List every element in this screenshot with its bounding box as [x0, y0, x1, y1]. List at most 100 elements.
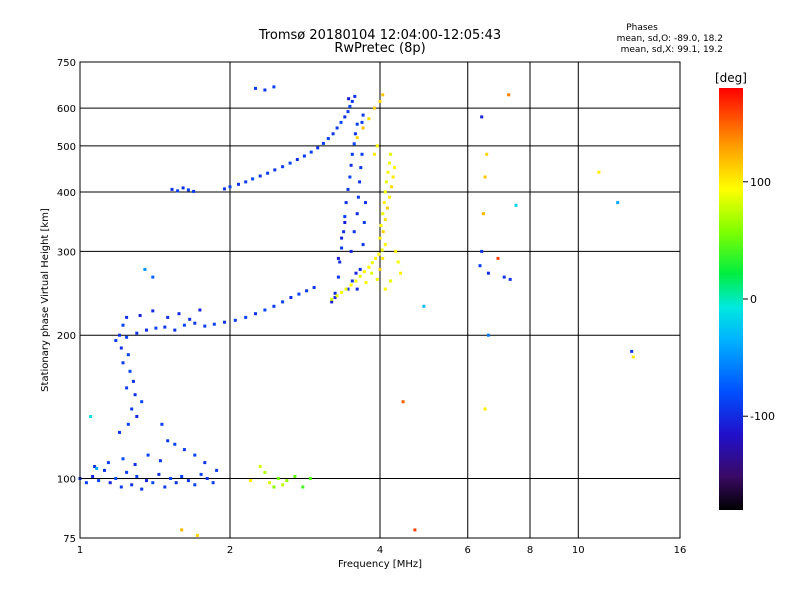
- data-point: [379, 224, 383, 227]
- data-point: [103, 468, 106, 472]
- data-point: [353, 94, 357, 98]
- colorbar-tick-label: -100: [750, 410, 775, 423]
- data-point: [130, 483, 134, 487]
- x-axis-label: Frequency [MHz]: [338, 559, 422, 570]
- data-point: [383, 287, 387, 291]
- data-point: [362, 270, 366, 274]
- data-point: [254, 86, 257, 90]
- data-point: [389, 152, 393, 156]
- data-point: [346, 110, 350, 114]
- data-point: [154, 326, 158, 330]
- data-point: [89, 415, 93, 418]
- data-point: [170, 187, 174, 191]
- data-point: [176, 189, 180, 193]
- data-point: [381, 230, 385, 234]
- data-point: [359, 166, 363, 170]
- data-point: [481, 212, 485, 216]
- data-point: [119, 346, 123, 350]
- data-point: [373, 152, 376, 156]
- data-point: [125, 386, 129, 390]
- data-point: [335, 126, 339, 130]
- data-point: [258, 465, 262, 468]
- data-point: [343, 115, 347, 119]
- colorbar: [719, 88, 743, 510]
- data-point: [394, 249, 398, 253]
- data-point: [125, 470, 129, 474]
- data-point: [180, 528, 184, 532]
- data-point: [151, 481, 155, 485]
- data-point: [203, 324, 207, 328]
- data-point: [361, 243, 365, 247]
- data-point: [205, 477, 209, 480]
- data-point: [355, 122, 359, 126]
- data-point: [140, 487, 144, 491]
- data-point: [355, 287, 359, 291]
- data-point: [251, 177, 255, 181]
- data-point: [157, 472, 161, 476]
- data-point: [346, 287, 350, 291]
- data-point: [272, 85, 276, 89]
- data-point: [361, 126, 365, 130]
- data-point: [349, 283, 353, 287]
- data-point: [333, 296, 337, 299]
- data-point: [163, 325, 167, 329]
- data-point: [380, 248, 384, 252]
- data-point: [383, 218, 387, 222]
- data-point: [263, 470, 267, 474]
- data-point: [228, 185, 232, 189]
- data-point: [268, 481, 271, 485]
- data-point: [326, 137, 330, 140]
- data-point: [192, 189, 196, 193]
- colorbar-tick-label: 100: [750, 176, 771, 189]
- data-point: [305, 289, 309, 293]
- data-point: [173, 442, 177, 446]
- data-point: [125, 315, 129, 319]
- data-point: [93, 465, 97, 468]
- data-point: [382, 201, 386, 205]
- x-tick-label: 16: [674, 545, 687, 556]
- chart-title: Tromsø 20180104 12:04:00-12:05:43: [258, 28, 501, 43]
- data-point: [507, 93, 511, 97]
- data-point: [215, 468, 219, 472]
- data-point: [182, 323, 186, 327]
- data-point: [383, 243, 387, 247]
- data-point: [352, 230, 356, 234]
- data-point: [128, 369, 132, 373]
- data-point: [483, 407, 487, 411]
- x-tick-label: 2: [227, 545, 233, 556]
- data-point: [360, 120, 364, 124]
- data-point: [335, 294, 339, 298]
- y-tick-label: 200: [57, 331, 76, 342]
- data-point: [180, 475, 184, 478]
- data-point: [355, 212, 359, 216]
- data-point: [188, 317, 192, 321]
- data-point: [597, 170, 601, 174]
- data-point: [151, 275, 155, 279]
- data-point: [375, 277, 379, 281]
- data-point: [514, 203, 518, 207]
- data-point: [288, 161, 292, 165]
- data-point: [166, 439, 170, 443]
- data-point: [384, 180, 388, 184]
- data-point: [131, 379, 135, 383]
- data-point: [344, 287, 348, 291]
- data-point: [316, 146, 320, 150]
- data-point: [186, 479, 190, 483]
- data-point: [340, 290, 344, 294]
- data-point: [391, 175, 395, 179]
- data-point: [378, 267, 382, 271]
- data-point: [343, 215, 347, 219]
- data-point: [145, 479, 148, 483]
- data-point: [350, 99, 354, 103]
- data-point: [133, 393, 137, 397]
- data-point: [364, 281, 368, 285]
- data-point: [377, 252, 381, 256]
- data-point: [118, 430, 121, 434]
- data-point: [356, 195, 360, 199]
- data-point: [281, 483, 285, 487]
- data-point: [254, 312, 257, 316]
- data-point: [126, 422, 130, 426]
- data-point: [383, 190, 387, 194]
